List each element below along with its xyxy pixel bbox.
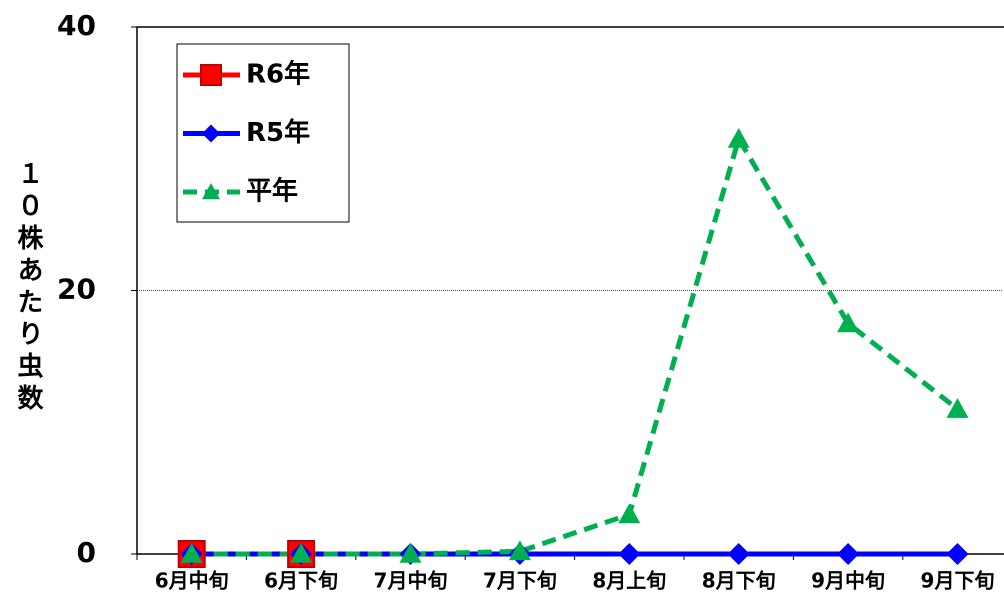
marker (399, 543, 422, 563)
x-tick-label: 8月下旬 (702, 569, 776, 593)
x-tick-label: 7月下旬 (483, 569, 557, 593)
x-tick-label: 7月中旬 (374, 569, 448, 593)
x-tick-label: 8月上旬 (592, 569, 666, 593)
marker (837, 312, 860, 333)
x-tick-label: 9月中旬 (811, 569, 885, 593)
marker (202, 183, 220, 200)
marker (508, 540, 531, 561)
marker (202, 124, 220, 143)
y-tick-label: 0 (77, 536, 96, 569)
marker (180, 543, 203, 563)
marker (837, 543, 860, 565)
marker (200, 64, 222, 86)
marker (290, 543, 313, 563)
marker (946, 398, 969, 418)
marker (618, 503, 641, 524)
series-line (191, 132, 960, 557)
marker (727, 127, 750, 148)
legend-label: R5年 (246, 117, 310, 148)
y-axis-label: １０株あたり虫数 (13, 160, 43, 416)
y-tick-label: 20 (57, 273, 96, 306)
marker (618, 543, 641, 565)
legend-label: R6年 (246, 59, 310, 90)
marker (727, 543, 750, 565)
x-tick-label: 9月下旬 (921, 569, 995, 593)
y-tick-label: 40 (57, 9, 96, 42)
legend-label: 平年 (246, 176, 298, 207)
marker (946, 543, 969, 565)
x-tick-label: 6月中旬 (155, 569, 229, 593)
x-tick-label: 6月下旬 (264, 569, 338, 593)
